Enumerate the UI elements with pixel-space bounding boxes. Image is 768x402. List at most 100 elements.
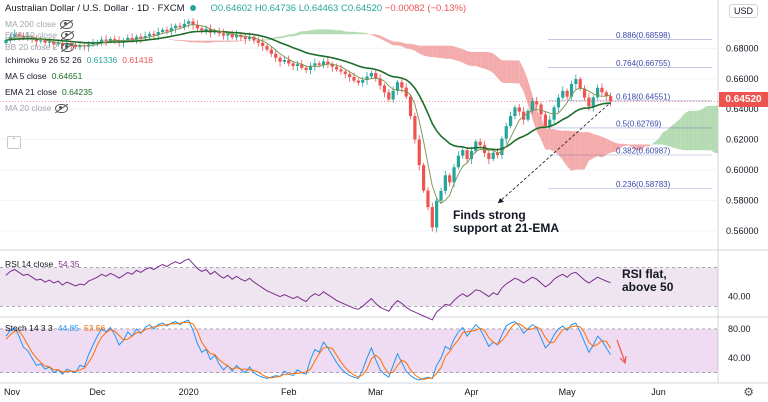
candle-body (543, 114, 547, 127)
eye-hidden-icon[interactable] (60, 31, 74, 41)
cloud-segment (654, 139, 659, 145)
legend-ma20[interactable]: MA 20 close (5, 103, 69, 114)
legend-ema50[interactable]: EMA 50 close (5, 30, 74, 41)
legend-label: EMA 50 close (5, 30, 57, 40)
candle-body (561, 90, 565, 98)
cloud-segment (488, 52, 494, 74)
cloud-segment (358, 32, 363, 35)
candle-body (17, 34, 21, 36)
legend-bb[interactable]: BB 20 close 2 (5, 42, 75, 53)
candle-body (356, 80, 360, 83)
candle-body (387, 92, 391, 100)
eye-hidden-icon[interactable] (61, 43, 75, 53)
candle-body (535, 101, 539, 105)
candle-body (482, 145, 487, 153)
cloud-segment (232, 40, 237, 42)
support-annotation-line2: support at 21-EMA (453, 221, 560, 235)
candle-body (443, 175, 447, 191)
collapse-legend-button[interactable]: ˆ (7, 136, 21, 149)
candle-body (600, 87, 604, 93)
cloud-segment (340, 30, 346, 35)
candle-body (113, 38, 117, 41)
time-tick-label: Dec (89, 387, 106, 397)
candle-body (400, 82, 404, 88)
cloud-segment (501, 60, 507, 83)
candle-body (382, 85, 387, 93)
cloud-segment (406, 43, 411, 50)
cloud-segment (710, 105, 716, 153)
cloud-segment (297, 31, 302, 36)
candle-body (548, 119, 552, 127)
candle-body (365, 76, 369, 81)
currency-button[interactable]: USD (728, 4, 758, 18)
candle-body (374, 73, 378, 79)
candle-body (539, 104, 543, 115)
cloud-segment (401, 42, 407, 49)
candle-body (91, 43, 95, 45)
candle-body (609, 96, 613, 102)
ichimoku-value-1: 0.61336 (86, 55, 118, 65)
cloud-segment (171, 39, 176, 41)
cloud-segment (671, 122, 676, 149)
cloud-segment (606, 138, 611, 155)
cloud-segment (480, 52, 485, 69)
candle-body (143, 35, 147, 39)
legend-ichimoku[interactable]: Ichimoku 9 26 52 26 0.61336 0.61418 (5, 55, 153, 66)
cloud-segment (454, 46, 459, 62)
high-value: H0.64736 (254, 3, 297, 14)
candle-body (34, 38, 39, 42)
candle-body (552, 107, 556, 120)
cloud-segment (436, 45, 441, 59)
cloud-segment (636, 144, 642, 151)
cloud-segment (310, 29, 315, 35)
cloud-segment (493, 53, 498, 78)
candle-body (39, 40, 43, 42)
cloud-segment (610, 140, 615, 153)
candle-body (422, 165, 426, 191)
candle-body (500, 138, 504, 156)
candle-body (13, 34, 17, 37)
cloud-segment (354, 31, 359, 35)
cloud-segment (384, 37, 389, 43)
candle-body (287, 59, 291, 64)
candle-body (369, 73, 373, 77)
legend-stoch[interactable]: Stoch 14 3 3 44.85 53.56 (5, 323, 105, 334)
legend-ma5[interactable]: MA 5 close 0.64651 (5, 71, 82, 82)
fib-level-label: 0.618(0.64551) (616, 92, 671, 101)
cloud-segment (327, 29, 333, 35)
rsi-annotation-line2: above 50 (622, 280, 674, 294)
legend-ma200[interactable]: MA 200 close (5, 19, 74, 30)
gear-icon[interactable]: ⚙ (743, 385, 754, 399)
cloud-segment (414, 44, 420, 54)
legend-rsi[interactable]: RSI 14 close 54.35 (5, 259, 79, 270)
candle-body (348, 74, 352, 77)
symbol-title[interactable]: Australian Dollar / U.S. Dollar · 1D · F… (5, 3, 185, 14)
candle-body (278, 57, 282, 62)
close-value: C0.64520 (340, 3, 383, 14)
legend-ema21[interactable]: EMA 21 close 0.64235 (5, 87, 93, 98)
legend-label: EMA 21 close (5, 87, 57, 97)
cloud-segment (532, 94, 537, 132)
stoch-down-arrowhead (619, 355, 627, 365)
price-tick-label: 0.64000 (726, 104, 759, 114)
cloud-segment (375, 34, 381, 39)
candle-body (182, 23, 186, 28)
cloud-segment (362, 32, 368, 35)
cloud-segment (275, 36, 281, 39)
candle-body (582, 88, 587, 98)
cloud-segment (632, 144, 637, 151)
eye-hidden-icon[interactable] (60, 20, 74, 30)
stoch-tick-label: 40.00 (728, 353, 751, 363)
candle-body (413, 116, 417, 140)
cloud-segment (236, 40, 241, 42)
candle-body (248, 36, 252, 40)
candle-body (426, 190, 430, 208)
cloud-segment (193, 40, 198, 43)
candle-body (269, 49, 273, 54)
cloud-segment (332, 29, 337, 35)
eye-hidden-icon[interactable] (55, 104, 69, 114)
time-tick-label: Feb (281, 387, 297, 397)
support-arrowhead (498, 198, 504, 203)
candle-body (569, 83, 574, 97)
